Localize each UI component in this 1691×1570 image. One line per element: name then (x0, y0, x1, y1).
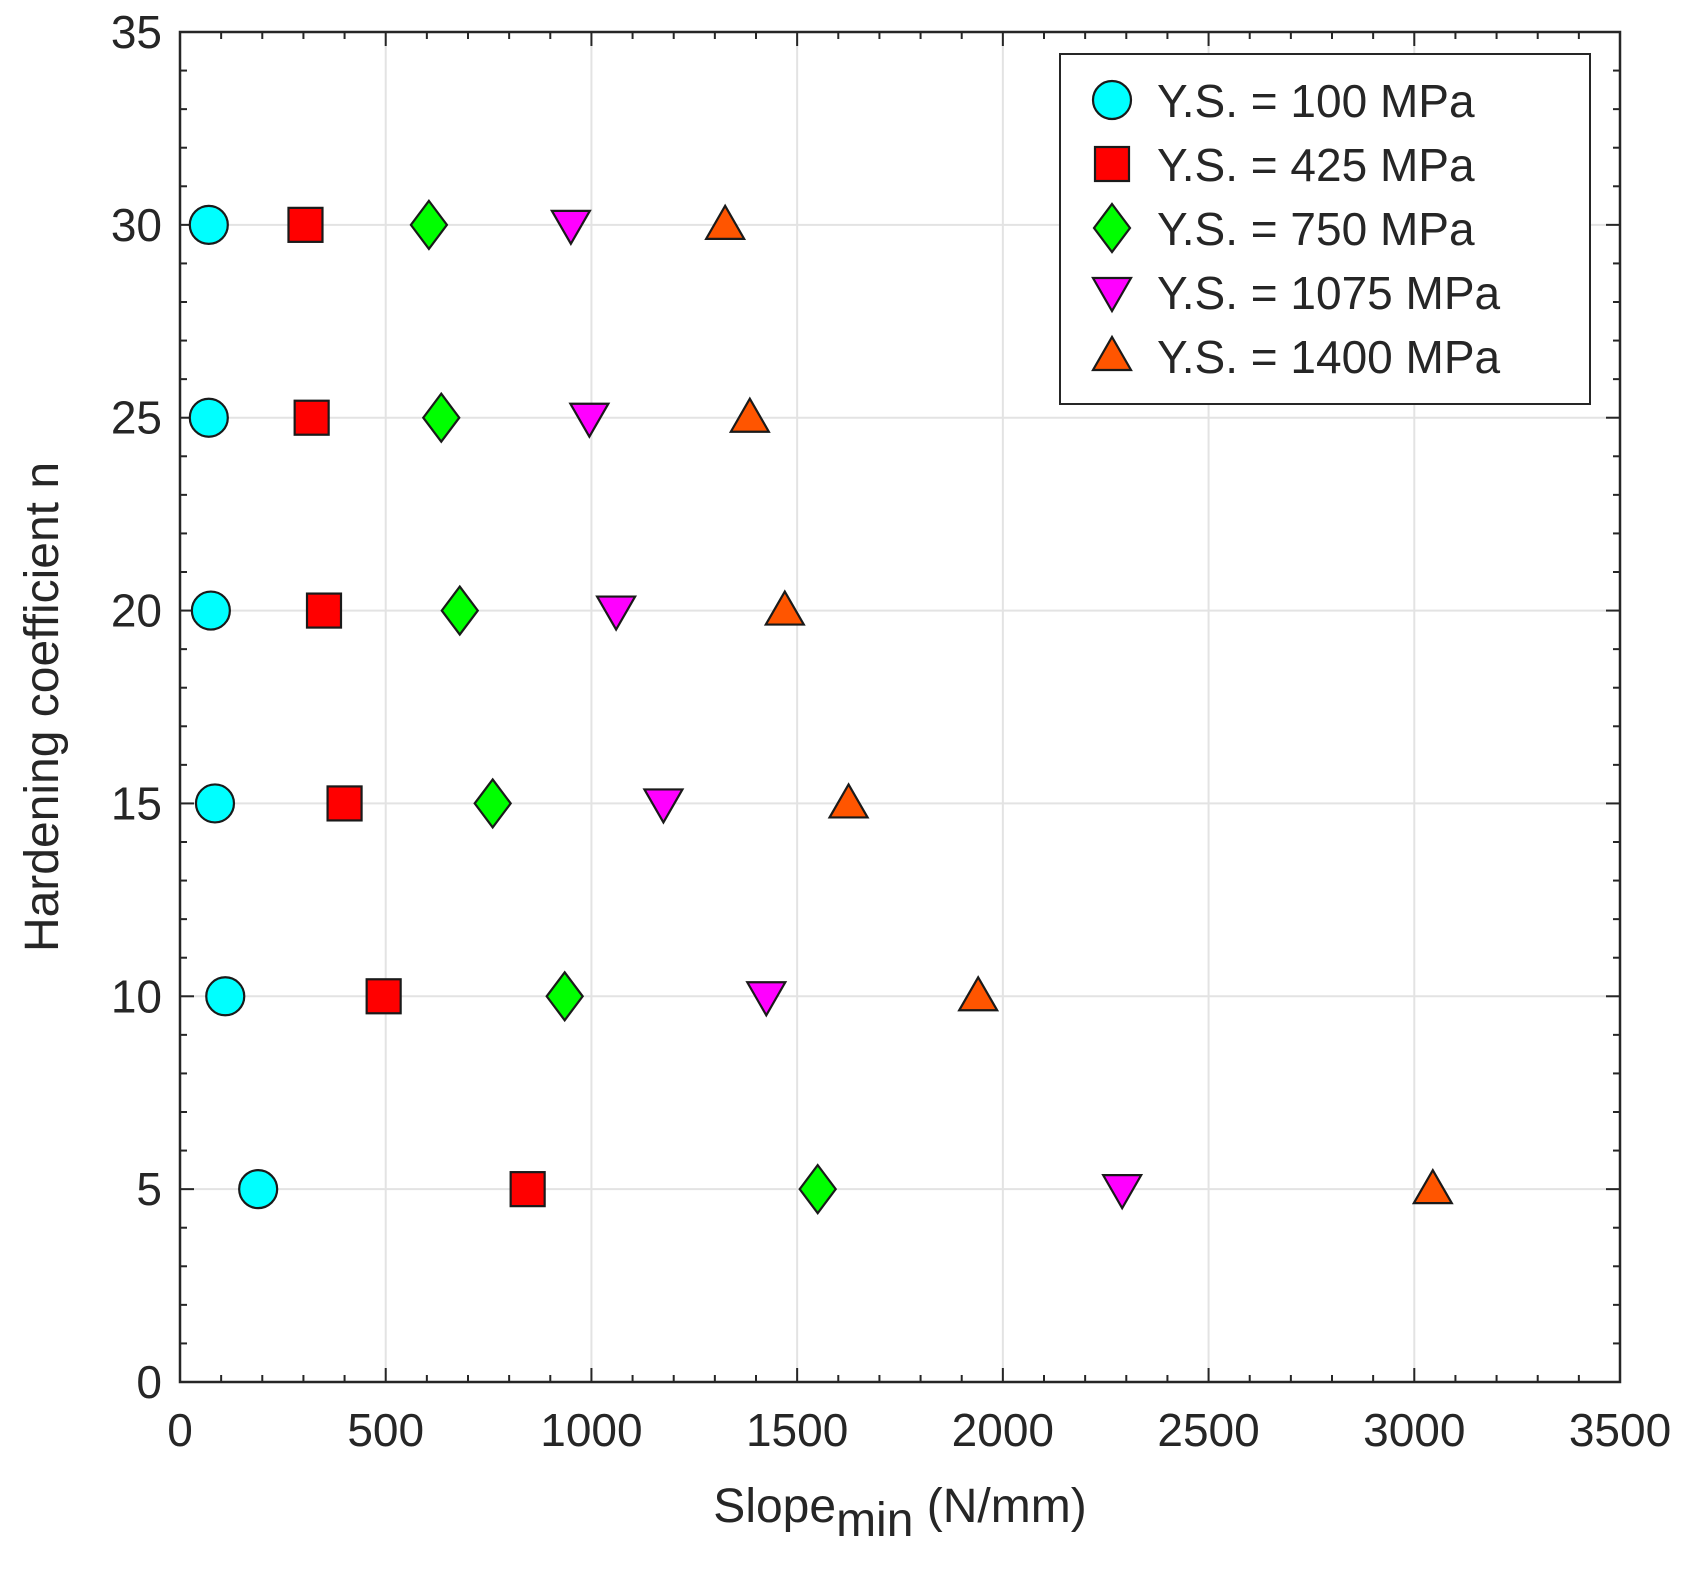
data-point (287, 206, 324, 243)
data-point (188, 397, 229, 438)
legend-marker (1091, 276, 1133, 314)
data-point (305, 592, 343, 629)
data-point (1411, 1167, 1454, 1205)
x-axis-label-unit: (N/mm) (913, 1480, 1086, 1533)
x-tick-label: 1000 (540, 1404, 642, 1456)
x-tick-label: 0 (167, 1404, 193, 1456)
axes: 0 500 1000 1500 2000 2500 3000 3500 0 5 10 15 20 25 30… (111, 6, 1671, 1456)
series-4 (549, 209, 1144, 1211)
legend-entry-label: Y.S. = 100 MPa (1157, 75, 1475, 127)
data-point (568, 402, 611, 439)
series-3 (409, 199, 838, 1215)
legend-marker (1092, 202, 1132, 254)
data-point (827, 782, 870, 819)
y-tick-label: 0 (136, 1356, 162, 1408)
x-axis-label-main: Slope (713, 1480, 836, 1533)
y-tick-label: 5 (136, 1163, 162, 1215)
data-point (549, 209, 592, 247)
data-point (293, 399, 330, 436)
data-point (440, 584, 480, 637)
data-point (957, 975, 1000, 1012)
plot-frame (178, 30, 1622, 1384)
data-point (728, 396, 771, 433)
series-5 (704, 203, 1454, 1205)
data-point (421, 391, 461, 444)
legend-entry-label: Y.S. = 425 MPa (1157, 139, 1475, 191)
data-point (745, 981, 788, 1018)
y-tick-label: 30 (111, 199, 162, 251)
x-axis-label: Slopemin (N/mm) (713, 1480, 1086, 1547)
x-tick-label: 2000 (952, 1404, 1054, 1456)
data-point (188, 204, 229, 245)
data-point (190, 590, 231, 631)
data-point (763, 589, 806, 626)
data-point (595, 595, 638, 632)
legend-entry-label: Y.S. = 750 MPa (1157, 203, 1475, 255)
y-tick-label: 25 (111, 392, 162, 444)
data-point (509, 1171, 546, 1208)
series-1 (188, 204, 279, 1210)
data-point (238, 1169, 279, 1210)
y-tick-label: 10 (111, 970, 162, 1022)
x-tick-label: 3500 (1569, 1404, 1671, 1456)
legend-marker (1091, 79, 1133, 121)
data-point (642, 788, 685, 825)
y-tick-label: 35 (111, 6, 162, 58)
legend: Y.S. = 100 MPa Y.S. = 425 MPa Y.S. = 750 M… (1059, 53, 1591, 405)
x-axis-label-subscript: min (836, 1494, 913, 1547)
legend-entry-label: Y.S. = 1075 MPa (1157, 267, 1501, 319)
data-point (365, 978, 402, 1015)
data-point (473, 777, 513, 830)
x-tick-label: 2500 (1157, 1404, 1259, 1456)
x-tick-label: 1500 (746, 1404, 848, 1456)
data-point (704, 203, 747, 240)
data-points (188, 199, 1454, 1215)
data-point (194, 783, 236, 824)
legend-marker (1093, 145, 1131, 183)
legend-marker (1091, 334, 1133, 372)
series-2 (287, 206, 546, 1208)
legend-box (1059, 53, 1591, 405)
data-point (409, 199, 449, 251)
data-point (545, 970, 585, 1023)
data-point (798, 1163, 838, 1215)
data-point (1101, 1174, 1144, 1211)
y-tick-label: 20 (111, 585, 162, 637)
x-tick-label: 3000 (1363, 1404, 1465, 1456)
y-axis-label: Hardening coefficient n (16, 462, 69, 952)
data-point (326, 785, 363, 822)
data-point (205, 976, 246, 1017)
y-tick-label: 15 (111, 777, 162, 829)
x-tick-label: 500 (347, 1404, 424, 1456)
legend-entry-label: Y.S. = 1400 MPa (1157, 331, 1501, 383)
